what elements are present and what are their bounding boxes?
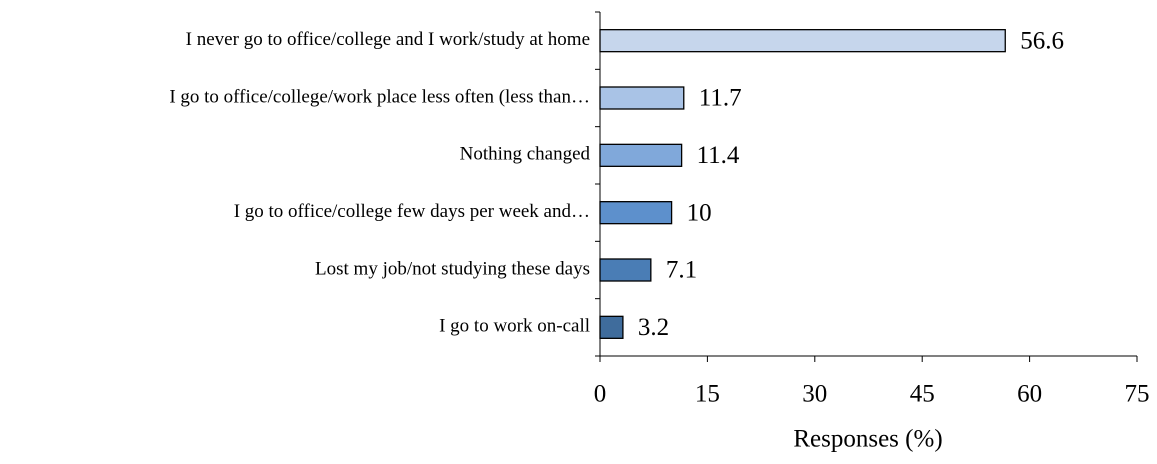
bar — [599, 201, 673, 225]
bar — [599, 143, 683, 167]
bar — [599, 315, 624, 339]
data-label: 10 — [687, 199, 712, 226]
bar — [599, 29, 1006, 53]
y-tick-label: Lost my job/not studying these days — [315, 258, 590, 279]
data-label: 3.2 — [638, 314, 669, 341]
x-tick-label: 75 — [1125, 381, 1150, 408]
data-label: 7.1 — [666, 257, 697, 284]
x-tick-label: 0 — [594, 381, 607, 408]
x-axis-title: Responses (%) — [793, 426, 942, 453]
x-tick-label: 45 — [910, 381, 935, 408]
x-tick-label: 60 — [1017, 381, 1042, 408]
y-tick-label: Nothing changed — [460, 144, 591, 165]
bar — [599, 258, 652, 282]
bar — [599, 86, 685, 110]
y-tick-label: I go to work on-call — [439, 316, 590, 337]
y-tick-label: I go to office/college few days per week… — [234, 201, 590, 222]
data-label: 56.6 — [1020, 27, 1064, 54]
x-tick-label: 30 — [802, 381, 827, 408]
data-label: 11.7 — [699, 85, 742, 112]
data-label: 11.4 — [697, 142, 740, 169]
y-tick-label: I never go to office/college and I work/… — [186, 29, 590, 50]
x-tick-label: 15 — [695, 381, 720, 408]
y-tick-label: I go to office/college/work place less o… — [169, 86, 590, 107]
